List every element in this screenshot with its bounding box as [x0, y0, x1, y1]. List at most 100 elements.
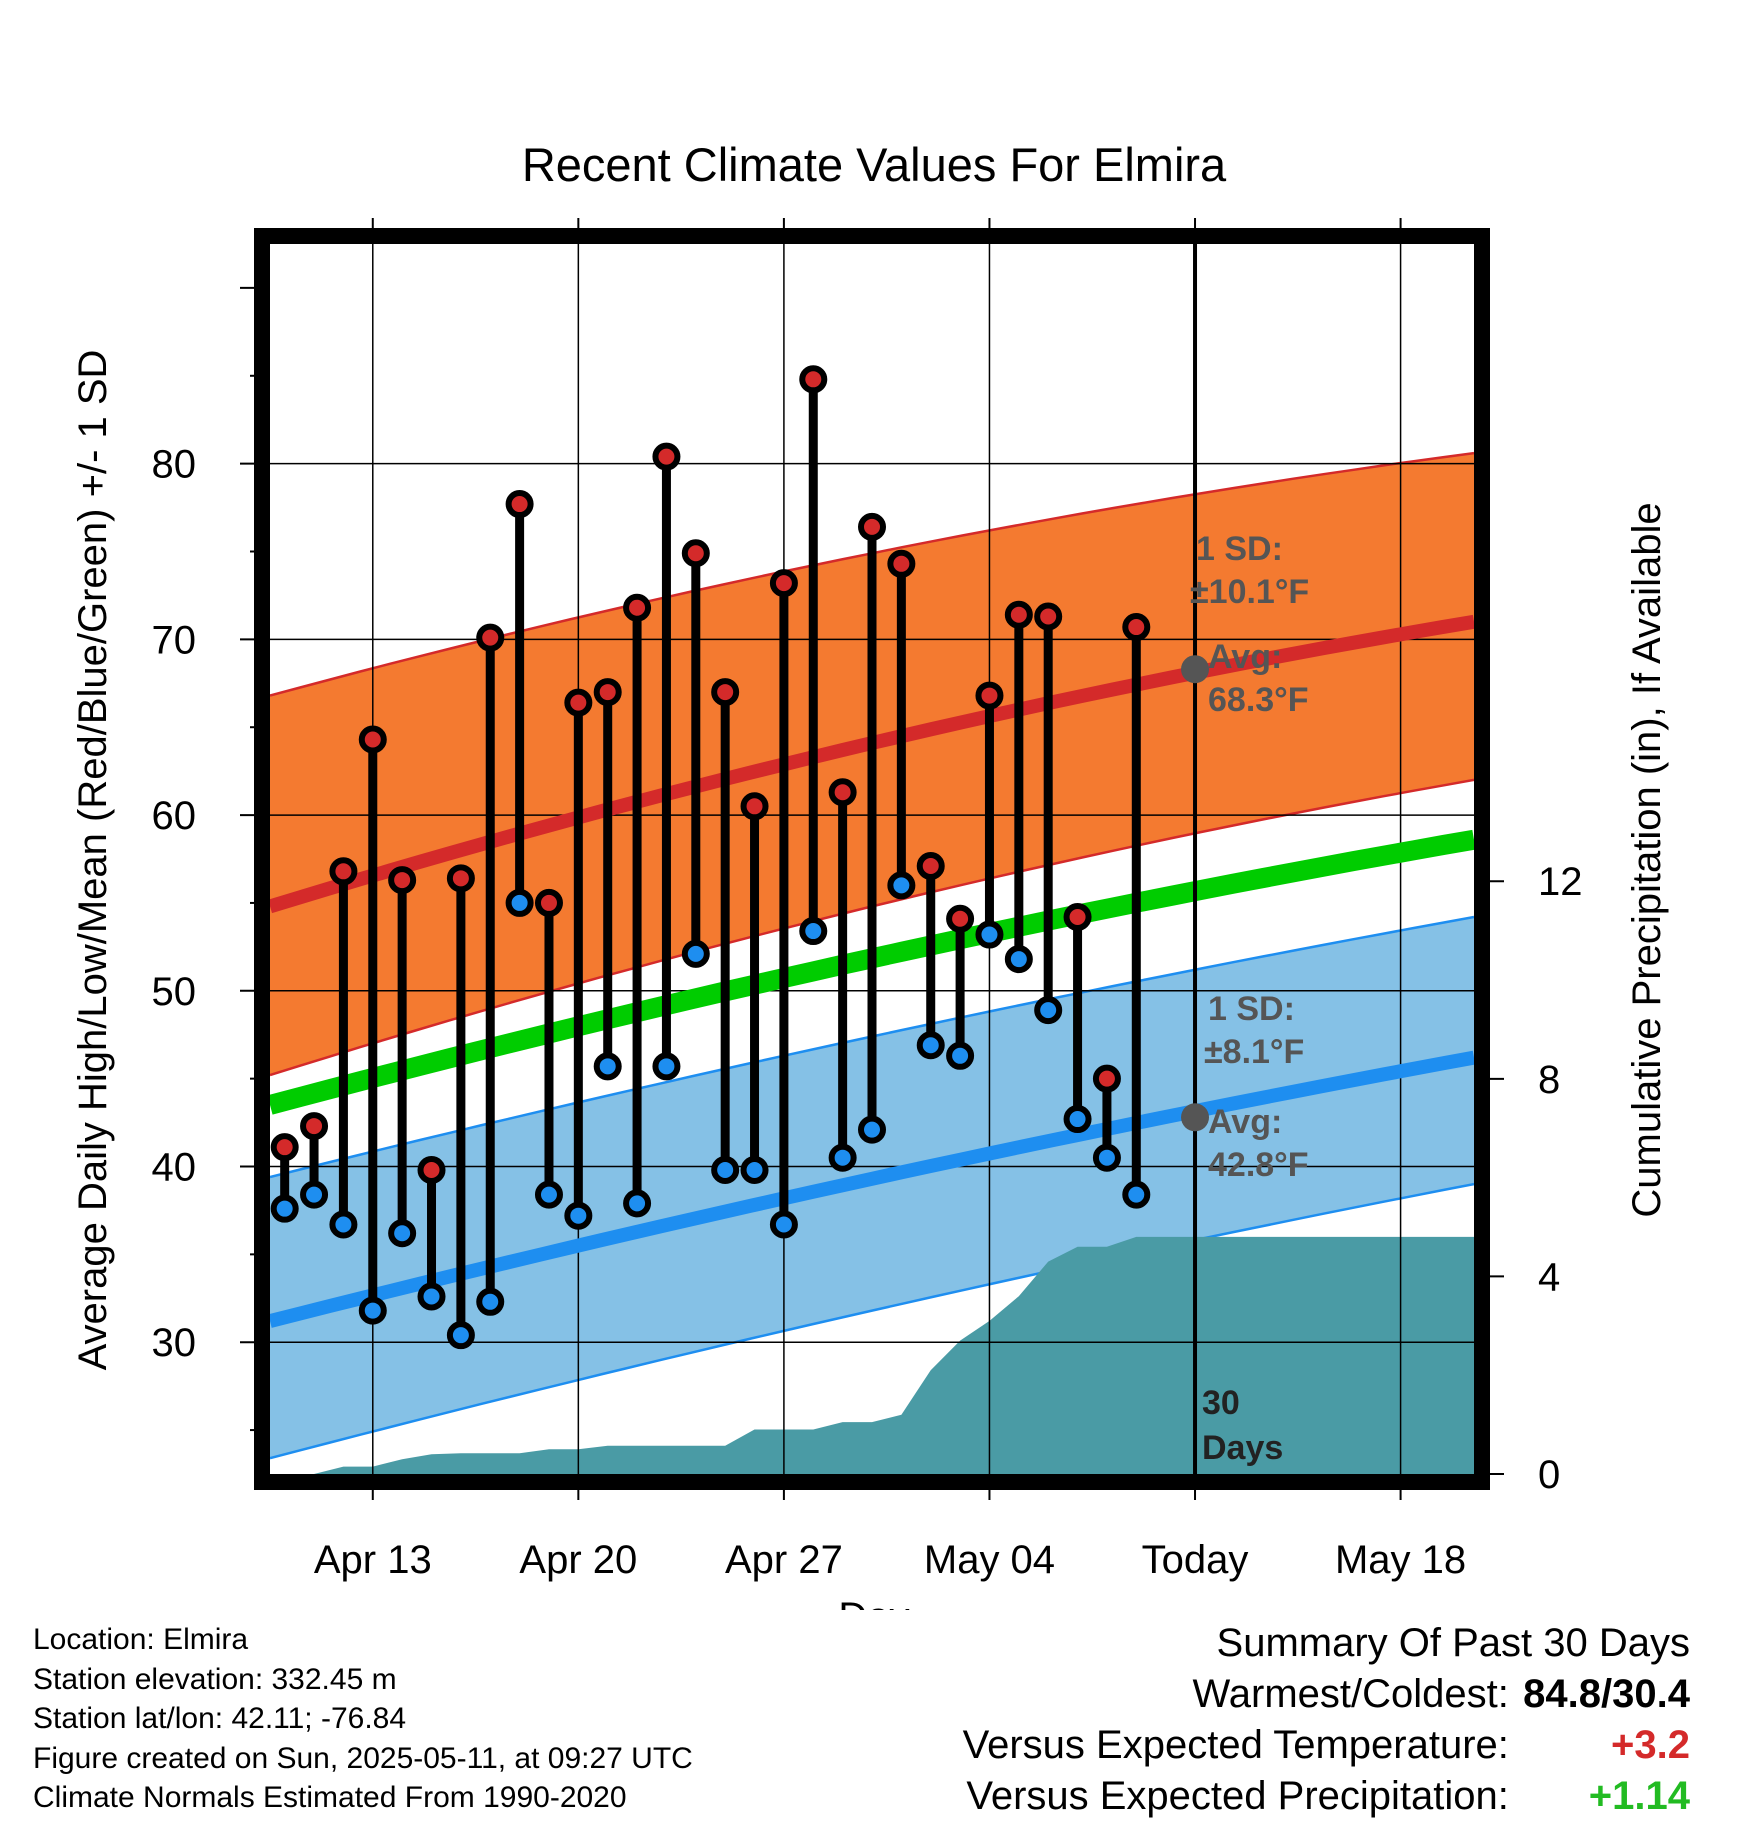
x-tick-label: May 18 [1335, 1538, 1466, 1582]
x-tick-label: Apr 13 [314, 1538, 432, 1582]
warmest-value: 84.8/30.4 [1523, 1672, 1690, 1716]
y-tick-label: 80 [152, 443, 197, 487]
normals-text: Climate Normals Estimated From 1990-2020 [33, 1781, 627, 1814]
daily-high-point [1063, 902, 1092, 931]
elevation-text: Station elevation: 332.45 m [33, 1662, 397, 1696]
daily-high-point [300, 1112, 329, 1141]
y2-tick-label: 8 [1538, 1058, 1560, 1102]
plot-frame [254, 228, 1490, 1490]
daily-high-point [505, 490, 534, 519]
daily-high-point [975, 681, 1004, 710]
y-tick-label: 50 [152, 970, 197, 1014]
created-text: Figure created on Sun, 2025-05-11, at 09… [33, 1741, 693, 1775]
daily-high-point [534, 888, 563, 917]
daily-low-point [476, 1287, 505, 1316]
station-info: Location: Elmira Station elevation: 332.… [33, 1620, 693, 1818]
daily-low-point [1063, 1105, 1092, 1134]
summary-panel: Summary Of Past 30 Days Warmest/Coldest:… [963, 1618, 1690, 1822]
precip-anomaly-label: Versus Expected Precipitation: [966, 1774, 1509, 1818]
daily-high-point [887, 549, 916, 578]
daily-low-point [623, 1189, 652, 1218]
daily-high-point [740, 792, 769, 821]
daily-low-point [799, 917, 828, 946]
daily-low-point [564, 1201, 593, 1230]
y-tick-label: 70 [152, 618, 197, 662]
low-avg-marker [1181, 1103, 1210, 1132]
summary-temp-row: Versus Expected Temperature: +3.2 [963, 1720, 1690, 1771]
daily-low-point [681, 939, 710, 968]
y2-tick-label: 0 [1538, 1453, 1560, 1497]
x-tick-label: Today [1142, 1538, 1249, 1582]
daily-high-point [358, 725, 387, 754]
daily-high-point [1034, 602, 1063, 631]
summary-warmest-row: Warmest/Coldest: 84.8/30.4 [963, 1669, 1691, 1720]
daily-low-point [1034, 996, 1063, 1025]
daily-high-point [623, 593, 652, 622]
daily-low-point [270, 1194, 299, 1223]
window-days-number: 30 [1202, 1384, 1240, 1422]
daily-low-point [446, 1321, 475, 1350]
daily-low-point [946, 1041, 975, 1070]
low-sd-lower-line [270, 1182, 1474, 1460]
daily-high-point [446, 864, 475, 893]
daily-low-point [828, 1143, 857, 1172]
temp-anomaly-value: +3.2 [1611, 1723, 1690, 1767]
daily-high-point [828, 778, 857, 807]
low-sd-band [270, 917, 1474, 1459]
chart-title: Recent Climate Values For Elmira [522, 138, 1227, 191]
x-tick-label: Apr 20 [519, 1538, 637, 1582]
summary-precip-row: Versus Expected Precipitation: +1.14 [963, 1771, 1690, 1822]
daily-high-point [270, 1133, 299, 1162]
normal-low-line [270, 1050, 1474, 1328]
y-axis-label: Average Daily High/Low/Mean (Red/Blue/Gr… [71, 350, 115, 1371]
x-tick-label: May 04 [924, 1538, 1055, 1582]
low-avg-label: Avg: [1208, 1103, 1282, 1141]
high-avg-value: 68.3°F [1208, 681, 1309, 719]
daily-low-point [740, 1156, 769, 1185]
low-sd-value: ±8.1°F [1204, 1033, 1304, 1071]
daily-high-point [1122, 613, 1151, 642]
climate-chart: 1 SD: ±10.1°F Avg: 68.3°F 1 SD: ±8.1°F Avg: 42.… [71, 138, 1669, 1610]
daily-low-point [975, 920, 1004, 949]
daily-low-point [1122, 1180, 1151, 1209]
y-tick-label: 30 [152, 1321, 197, 1365]
daily-low-point [329, 1210, 358, 1239]
high-sd-value: ±10.1°F [1190, 573, 1309, 611]
daily-low-point [858, 1115, 886, 1144]
x-tick-label: Apr 27 [725, 1538, 843, 1582]
warmest-label: Warmest/Coldest: [1192, 1672, 1509, 1716]
precip-anomaly-value: +1.14 [1588, 1774, 1690, 1818]
temp-anomaly-label: Versus Expected Temperature: [962, 1723, 1509, 1767]
summary-title: Summary Of Past 30 Days [1216, 1621, 1690, 1665]
y2-tick-label: 4 [1538, 1255, 1560, 1299]
daily-high-point [329, 857, 358, 886]
daily-high-point [1092, 1064, 1121, 1093]
high-avg-label: Avg: [1208, 638, 1282, 676]
daily-high-point [858, 512, 886, 541]
daily-low-point [887, 871, 916, 900]
daily-low-point [358, 1296, 387, 1325]
y-tick-label: 40 [152, 1146, 197, 1190]
daily-high-point [1004, 600, 1033, 629]
daily-high-point [769, 569, 798, 598]
high-avg-marker [1181, 655, 1210, 684]
daily-low-point [652, 1052, 681, 1081]
y-tick-label: 60 [152, 794, 197, 838]
daily-high-point [417, 1156, 446, 1185]
daily-low-point [534, 1180, 563, 1209]
daily-low-point [916, 1031, 945, 1060]
daily-high-point [711, 678, 740, 707]
daily-low-point [1092, 1143, 1121, 1172]
y2-axis-label: Cumulative Precipitation (in), If Availa… [1625, 502, 1669, 1217]
daily-low-point [769, 1210, 798, 1239]
daily-high-point [476, 623, 505, 652]
low-avg-value: 42.8°F [1208, 1146, 1309, 1184]
window-days-label: Days [1202, 1429, 1283, 1467]
daily-high-point [799, 365, 828, 394]
daily-high-point [681, 539, 710, 568]
daily-low-point [505, 888, 534, 917]
precip-area [270, 1236, 1474, 1474]
y2-tick-label: 12 [1538, 860, 1583, 904]
daily-low-point [417, 1282, 446, 1311]
daily-high-point [916, 852, 945, 881]
